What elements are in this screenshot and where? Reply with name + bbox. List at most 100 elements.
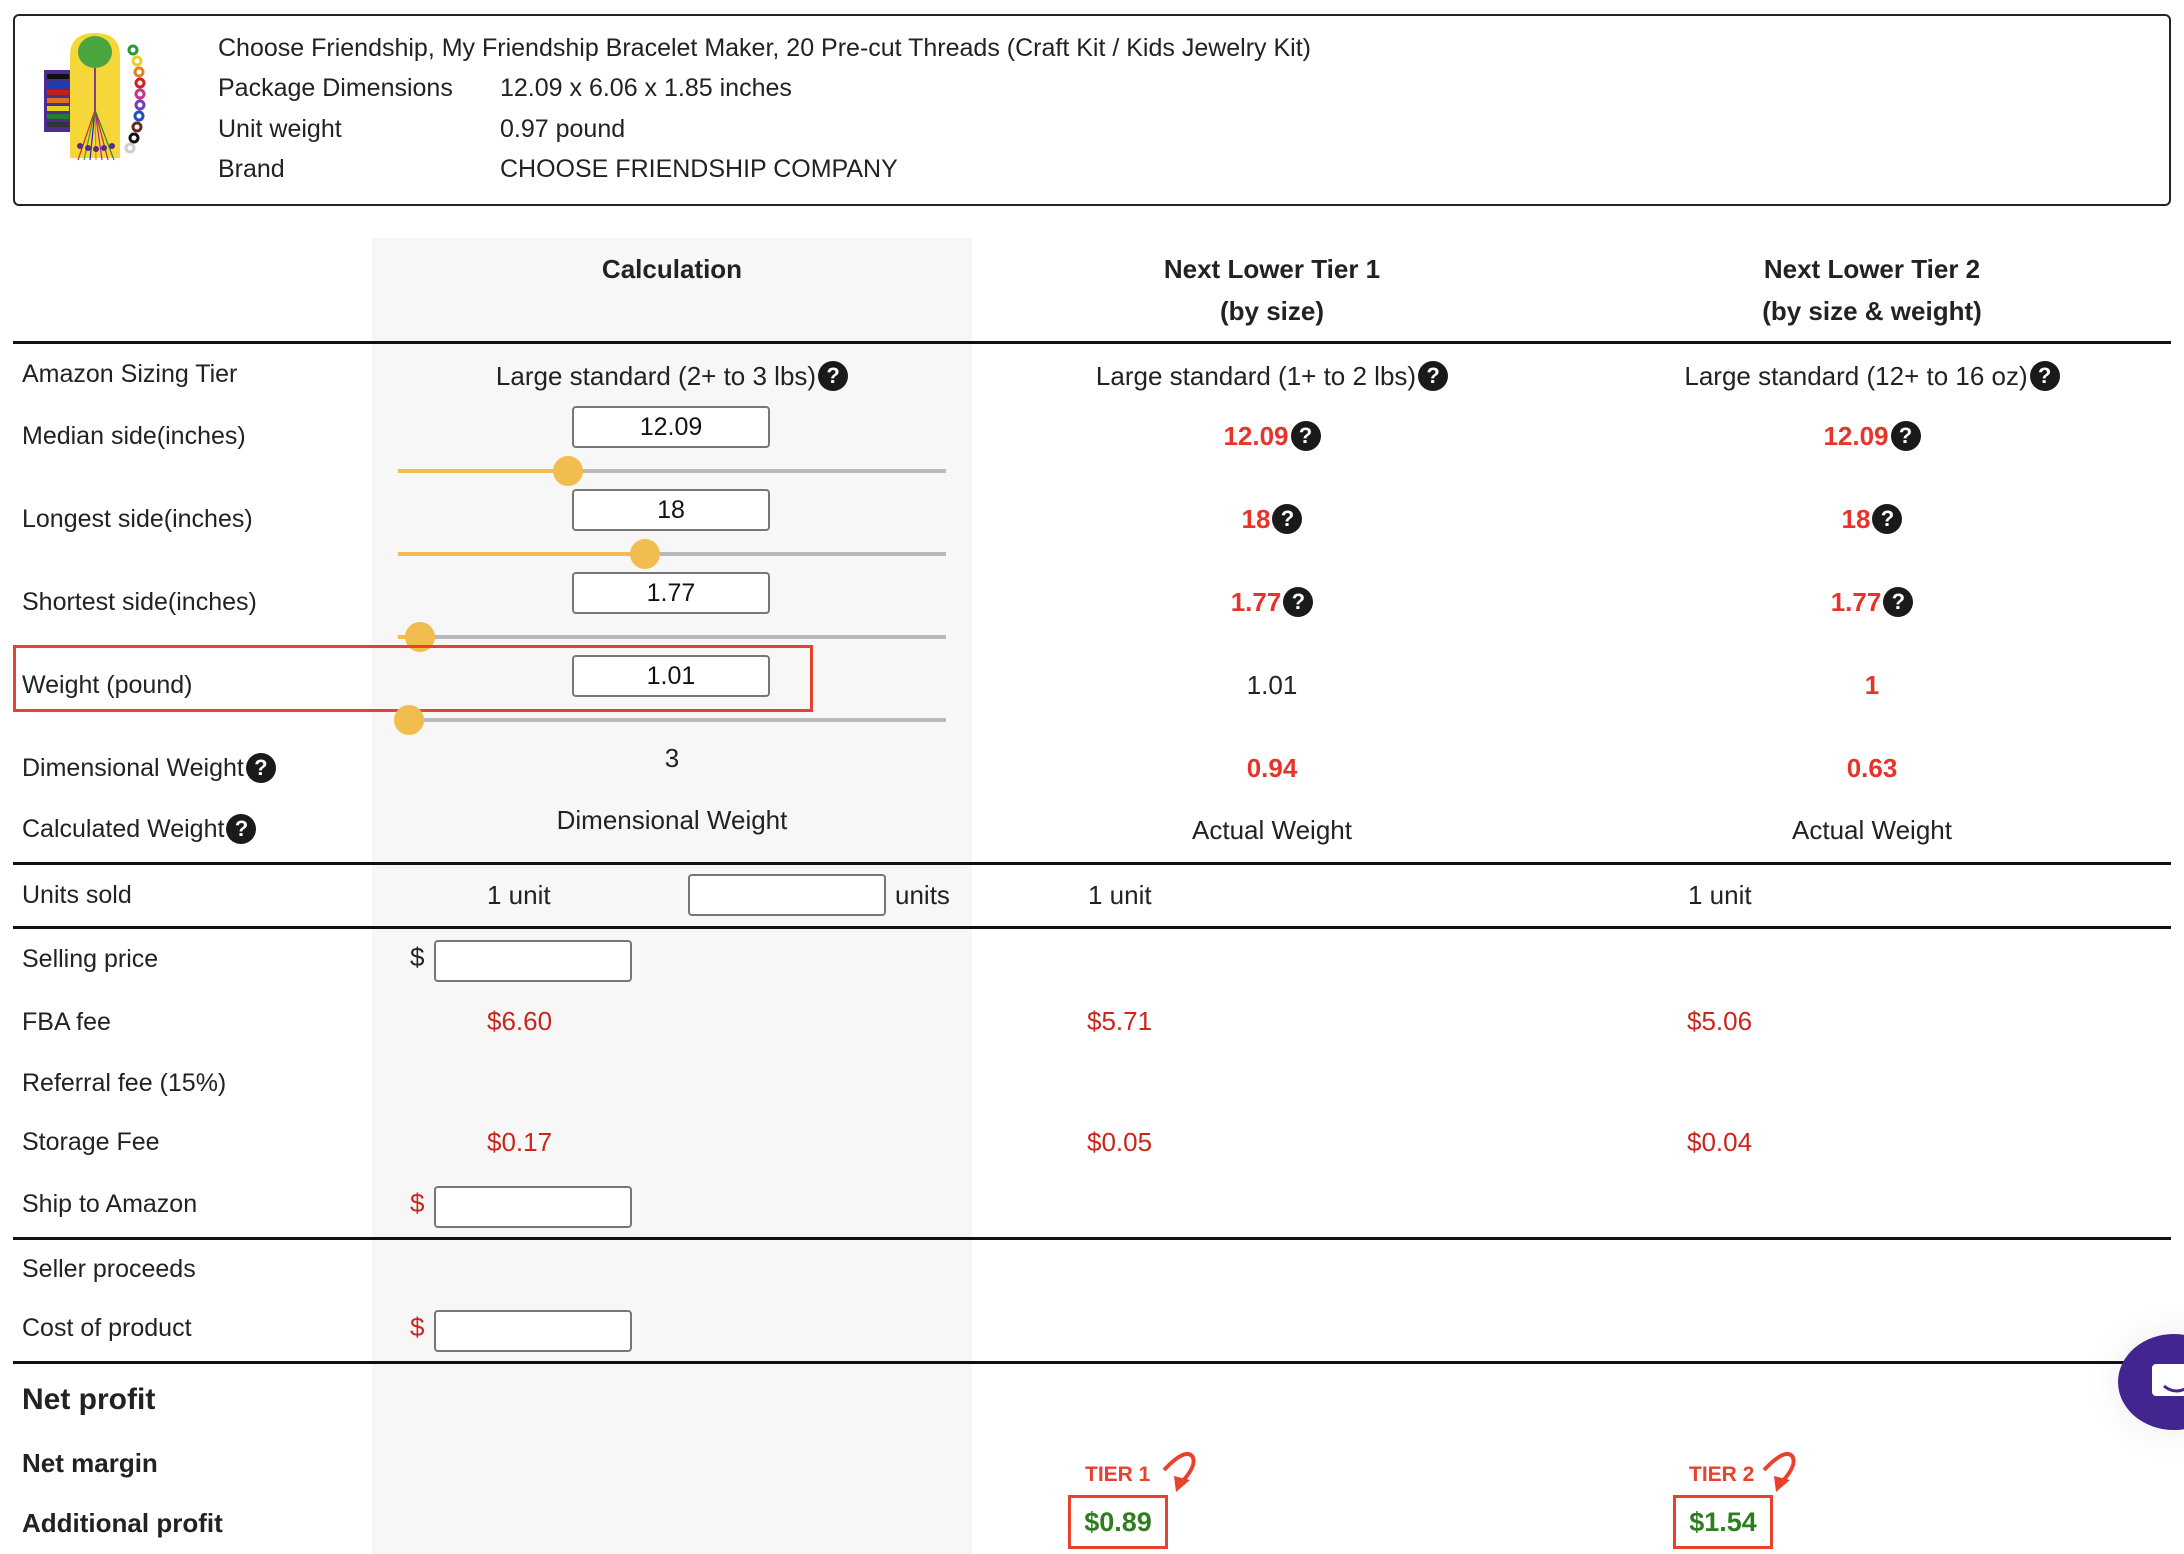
selling-price-input[interactable] [434, 940, 632, 982]
sizing-tier-tier1: Large standard (1+ to 2 lbs)? [972, 356, 1572, 396]
product-image [30, 28, 180, 178]
section-divider [13, 1361, 2171, 1364]
selling-price-label: Selling price [22, 944, 159, 973]
weight-label: Weight (pound) [22, 670, 193, 699]
median-side-label: Median side(inches) [22, 421, 246, 450]
fba-fee-label: FBA fee [22, 1007, 111, 1036]
chat-widget-button[interactable] [2118, 1334, 2184, 1430]
cost-of-product-input[interactable] [434, 1310, 632, 1352]
weight-tier2: 1 [1864, 669, 1880, 700]
help-icon[interactable]: ? [1418, 361, 1449, 391]
shortest-side-tier2: 1.77? [1572, 582, 2172, 622]
weight-input[interactable]: 1.01 [572, 655, 770, 697]
longest-side-tier2: 18? [1572, 499, 2172, 539]
package-dimensions-label: Package Dimensions [218, 74, 453, 102]
dimensional-weight-calc: 3 [664, 742, 680, 773]
net-margin-label: Net margin [22, 1447, 158, 1478]
fba-fee-tier2: $5.06 [1687, 1006, 1753, 1036]
seller-proceeds-label: Seller proceeds [22, 1254, 196, 1283]
brand-value: CHOOSE FRIENDSHIP COMPANY [500, 155, 898, 183]
calculated-weight-label: Calculated Weight? [22, 811, 257, 847]
calculated-weight-label-text: Calculated Weight [22, 814, 225, 843]
column-header-tier1: Next Lower Tier 1 (by size) [972, 248, 1572, 332]
longest-side-input[interactable]: 18 [572, 489, 770, 531]
storage-fee-calc: $0.17 [487, 1127, 553, 1157]
additional-profit-label: Additional profit [22, 1507, 223, 1538]
longest-side-tier2-value: 18 [1841, 503, 1871, 534]
calculated-weight-tier2: Actual Weight [1792, 814, 1952, 845]
shortest-side-tier1-value: 1.77 [1230, 586, 1282, 617]
units-sold-label: Units sold [22, 880, 132, 909]
longest-side-slider[interactable] [398, 539, 946, 569]
slider-thumb[interactable] [393, 705, 424, 735]
fba-fee-tier1: $5.71 [1087, 1006, 1153, 1036]
longest-side-tier1-value: 18 [1241, 503, 1271, 534]
help-icon[interactable]: ? [1883, 587, 1914, 617]
storage-fee-label: Storage Fee [22, 1127, 160, 1156]
help-icon[interactable]: ? [1272, 504, 1303, 534]
tier1-arrow-icon [1162, 1451, 1196, 1492]
units-sold-calc: 1 unit [487, 879, 551, 910]
help-icon[interactable]: ? [226, 814, 257, 844]
slider-fill [398, 469, 568, 473]
longest-side-tier1: 18? [972, 499, 1572, 539]
referral-fee-label: Referral fee (15%) [22, 1068, 227, 1097]
units-sold-tier2: 1 unit [1688, 879, 1752, 910]
unit-weight-value: 0.97 pound [500, 115, 626, 143]
calculated-weight-calc: Dimensional Weight [556, 804, 788, 835]
slider-thumb[interactable] [552, 456, 583, 486]
section-divider [13, 1237, 2171, 1240]
median-side-slider[interactable] [398, 456, 946, 486]
shortest-side-slider[interactable] [398, 622, 946, 652]
sizing-tier-label: Amazon Sizing Tier [22, 359, 238, 388]
cost-of-product-currency: $ [410, 1312, 425, 1342]
help-icon[interactable]: ? [818, 361, 849, 391]
bracelet-maker-product-image [44, 33, 146, 161]
units-sold-tier1: 1 unit [1088, 879, 1152, 910]
tier1-header-line1: Next Lower Tier 1 [1163, 254, 1381, 284]
product-info-box [13, 14, 2171, 206]
shortest-side-tier2-value: 1.77 [1830, 586, 1882, 617]
brand-label: Brand [218, 155, 285, 183]
weight-tier1: 1.01 [1246, 669, 1298, 700]
ship-to-amazon-label: Ship to Amazon [22, 1189, 198, 1218]
column-header-calculation: Calculation [601, 254, 743, 284]
help-icon[interactable]: ? [1290, 421, 1321, 451]
sizing-tier-calc-value: Large standard (2+ to 3 lbs) [495, 360, 817, 391]
ship-to-amazon-input[interactable] [434, 1186, 632, 1228]
shortest-side-input[interactable]: 1.77 [572, 572, 770, 614]
section-divider [13, 926, 2171, 929]
product-title: Choose Friendship, My Friendship Bracele… [218, 34, 1312, 62]
storage-fee-tier1: $0.05 [1087, 1127, 1153, 1157]
weight-slider[interactable] [393, 705, 946, 735]
ship-to-amazon-currency: $ [410, 1188, 425, 1218]
tier1-additional-profit: $0.89 [1068, 1495, 1168, 1549]
package-dimensions-value: 12.09 x 6.06 x 1.85 inches [500, 74, 792, 102]
median-side-tier2: 12.09? [1572, 416, 2172, 456]
median-side-input[interactable]: 12.09 [572, 406, 770, 448]
help-icon[interactable]: ? [245, 753, 276, 783]
header-divider [13, 341, 2171, 344]
slider-fill [398, 552, 645, 556]
slider-thumb[interactable] [629, 539, 660, 569]
median-side-tier2-value: 12.09 [1823, 420, 1889, 451]
units-sold-input[interactable] [688, 874, 886, 916]
tier1-header-line2: (by size) [1219, 296, 1325, 326]
fba-fee-calc: $6.60 [487, 1006, 553, 1036]
dimensional-weight-tier1: 0.94 [1246, 752, 1298, 783]
dimensional-weight-label: Dimensional Weight? [22, 750, 276, 786]
longest-side-label: Longest side(inches) [22, 504, 253, 533]
median-side-tier1: 12.09? [972, 416, 1572, 456]
shortest-side-label: Shortest side(inches) [22, 587, 257, 616]
sizing-tier-tier2: Large standard (12+ to 16 oz)? [1572, 356, 2172, 396]
help-icon[interactable]: ? [1890, 421, 1921, 451]
help-icon[interactable]: ? [2029, 361, 2060, 391]
selling-price-currency: $ [410, 942, 425, 972]
net-profit-label: Net profit [22, 1383, 156, 1416]
tier2-header-line2: (by size & weight) [1762, 296, 1982, 326]
tier2-header-line1: Next Lower Tier 2 [1763, 254, 1981, 284]
help-icon[interactable]: ? [1283, 587, 1314, 617]
median-side-tier1-value: 12.09 [1223, 420, 1289, 451]
dimensional-weight-label-text: Dimensional Weight [22, 753, 244, 782]
help-icon[interactable]: ? [1872, 504, 1903, 534]
